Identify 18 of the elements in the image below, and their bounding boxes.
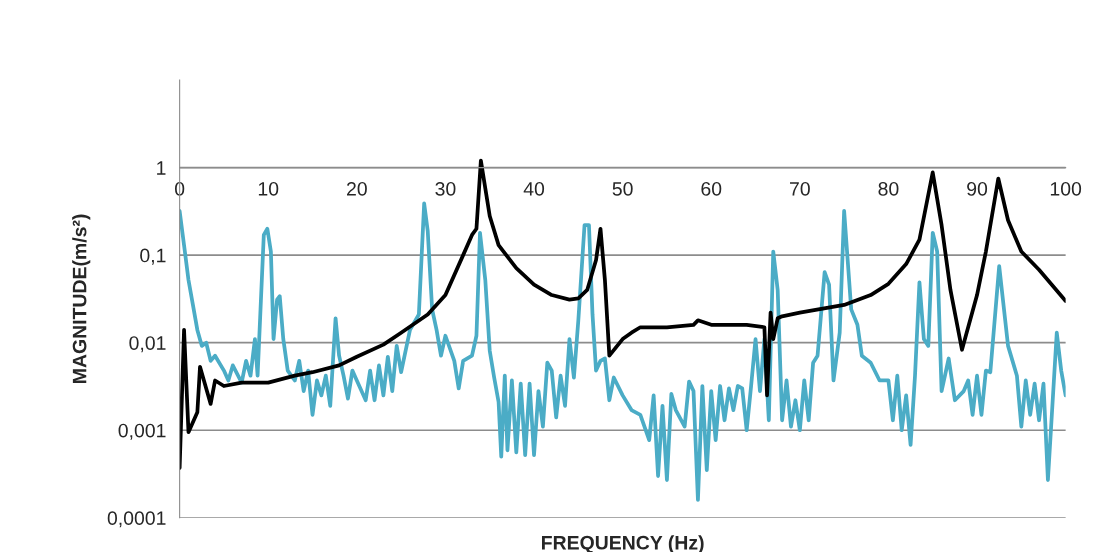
x-tick-label: 80 <box>878 181 899 196</box>
y-tick-label: 0,0001 <box>107 511 166 528</box>
y-tick-label: 0,1 <box>140 248 166 265</box>
x-tick-label: 70 <box>790 181 810 196</box>
line-series <box>179 201 1066 502</box>
x-tick-label: 90 <box>967 181 988 196</box>
x-tick-label: 50 <box>612 181 633 196</box>
x-tick-label: 100 <box>1050 181 1082 196</box>
y-axis-title: MAGNITUDE(m/s²) <box>72 214 91 383</box>
x-tick-label: 40 <box>523 181 545 196</box>
y-tick-label: 0,01 <box>129 336 166 353</box>
x-tick-label: 60 <box>701 181 722 196</box>
x-tick-label: 0 <box>174 181 185 196</box>
x-tick-label: 10 <box>258 181 279 196</box>
x-tick-label: 20 <box>346 181 367 196</box>
y-tick-label: 1 <box>157 161 166 175</box>
x-tick-label: 30 <box>435 181 456 196</box>
y-tick-label: 0,001 <box>118 423 166 440</box>
